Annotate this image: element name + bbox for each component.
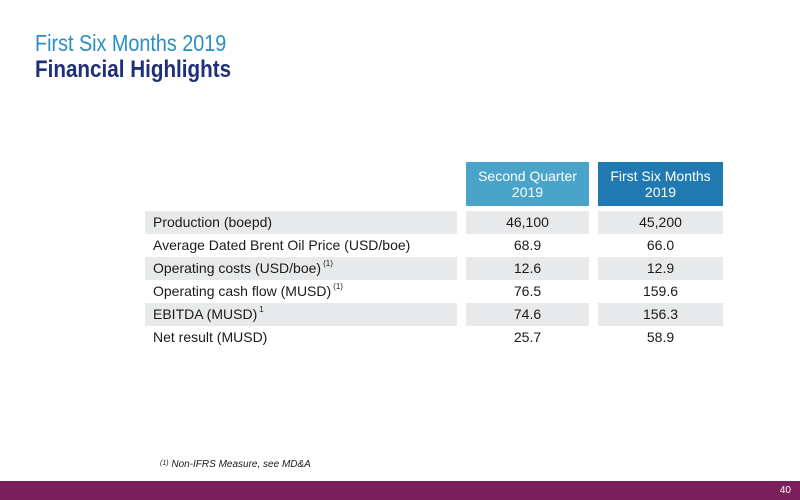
row-label-text: Production (boepd) (153, 214, 273, 230)
slide-title: Financial Highlights (35, 56, 232, 83)
column-header-line1: Second Quarter (478, 168, 577, 184)
cell-first-six-months: 156.3 (598, 303, 723, 326)
footnote-marker: (1) (333, 282, 343, 291)
row-label-text: Operating costs (USD/boe) (153, 260, 322, 276)
financial-table: Production (boepd) 46,100 45,200 Average… (145, 211, 723, 349)
cell-second-quarter: 12.6 (466, 257, 589, 280)
footnote: (1) Non-IFRS Measure, see MD&A (160, 459, 311, 470)
table-row: Production (boepd) 46,100 45,200 (145, 211, 723, 234)
column-header-second-quarter: Second Quarter 2019 (466, 162, 589, 206)
row-label: EBITDA (MUSD) 1 (145, 303, 457, 326)
slide-subtitle: First Six Months 2019 (35, 30, 227, 56)
cell-first-six-months: 159.6 (642, 283, 679, 299)
column-header-line1: First Six Months (610, 168, 711, 184)
column-header-line2: 2019 (644, 184, 677, 200)
footer-bar: 40 (0, 481, 800, 500)
row-label: Operating costs (USD/boe) (1) (145, 257, 457, 280)
cell-second-quarter: 46,100 (466, 211, 589, 234)
cell-first-six-months: 66.0 (646, 237, 675, 253)
cell-first-six-months: 45,200 (598, 211, 723, 234)
footnote-marker: 1 (259, 305, 264, 314)
column-header-line2: 2019 (511, 184, 544, 200)
cell-second-quarter: 25.7 (513, 329, 542, 345)
cell-first-six-months: 12.9 (598, 257, 723, 280)
row-label: Production (boepd) (145, 211, 457, 234)
column-header-first-six-months: First Six Months 2019 (598, 162, 723, 206)
row-label: Average Dated Brent Oil Price (USD/boe) (145, 234, 457, 257)
row-label-text: Average Dated Brent Oil Price (USD/boe) (153, 237, 411, 253)
row-label: Net result (MUSD) (145, 326, 457, 349)
footnote-text: Non-IFRS Measure, see MD&A (171, 459, 311, 470)
table-row: Operating costs (USD/boe) (1) 12.6 12.9 (145, 257, 723, 280)
row-label-text: Operating cash flow (MUSD) (153, 283, 332, 299)
footnote-marker: (1) (323, 259, 333, 268)
cell-first-six-months: 58.9 (646, 329, 675, 345)
cell-second-quarter: 74.6 (466, 303, 589, 326)
title-block: First Six Months 2019 Financial Highligh… (35, 30, 263, 84)
row-label-text: EBITDA (MUSD) (153, 306, 258, 322)
row-label-text: Net result (MUSD) (153, 329, 268, 345)
footnote-marker: (1) (160, 460, 169, 467)
cell-second-quarter: 68.9 (513, 237, 542, 253)
page-number: 40 (779, 485, 791, 496)
table-row: Net result (MUSD) 25.7 58.9 (145, 326, 723, 349)
table-row: EBITDA (MUSD) 1 74.6 156.3 (145, 303, 723, 326)
table-row: Average Dated Brent Oil Price (USD/boe) … (145, 234, 723, 257)
table-row: Operating cash flow (MUSD) (1) 76.5 159.6 (145, 280, 723, 303)
row-label: Operating cash flow (MUSD) (1) (145, 280, 457, 303)
cell-second-quarter: 76.5 (513, 283, 542, 299)
